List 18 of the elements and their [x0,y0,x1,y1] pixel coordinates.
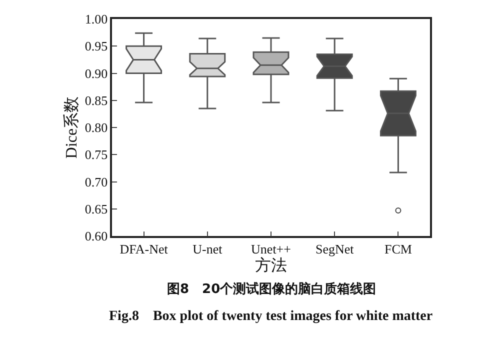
x-tick-label: DFA-Net [120,241,168,256]
y-tick-label: 0.60 [84,228,108,244]
y-tick-label: 0.80 [84,120,108,136]
y-axis-title: Dice系数 [62,96,80,159]
caption: 图8 20个测试图像的脑白质箱线图 [167,281,376,297]
y-tick-label: 0.75 [84,147,108,162]
y-tick-label: 0.70 [84,174,108,190]
x-tick-label: SegNet [315,241,354,256]
y-tick-label: 0.65 [84,201,108,216]
y-tick-label: 0.90 [84,66,108,81]
x-tick-label: FCM [384,241,412,256]
y-tick-label: 0.95 [84,38,108,54]
y-tick-label: 1.00 [84,12,108,27]
caption: Fig.8 Box plot of twenty test images for white matter [109,309,433,324]
x-tick-label: Unet++ [251,241,291,256]
y-tick-label: 0.85 [84,92,108,108]
x-axis-title: 方法 [255,256,287,274]
x-tick-label: U-net [192,241,223,256]
